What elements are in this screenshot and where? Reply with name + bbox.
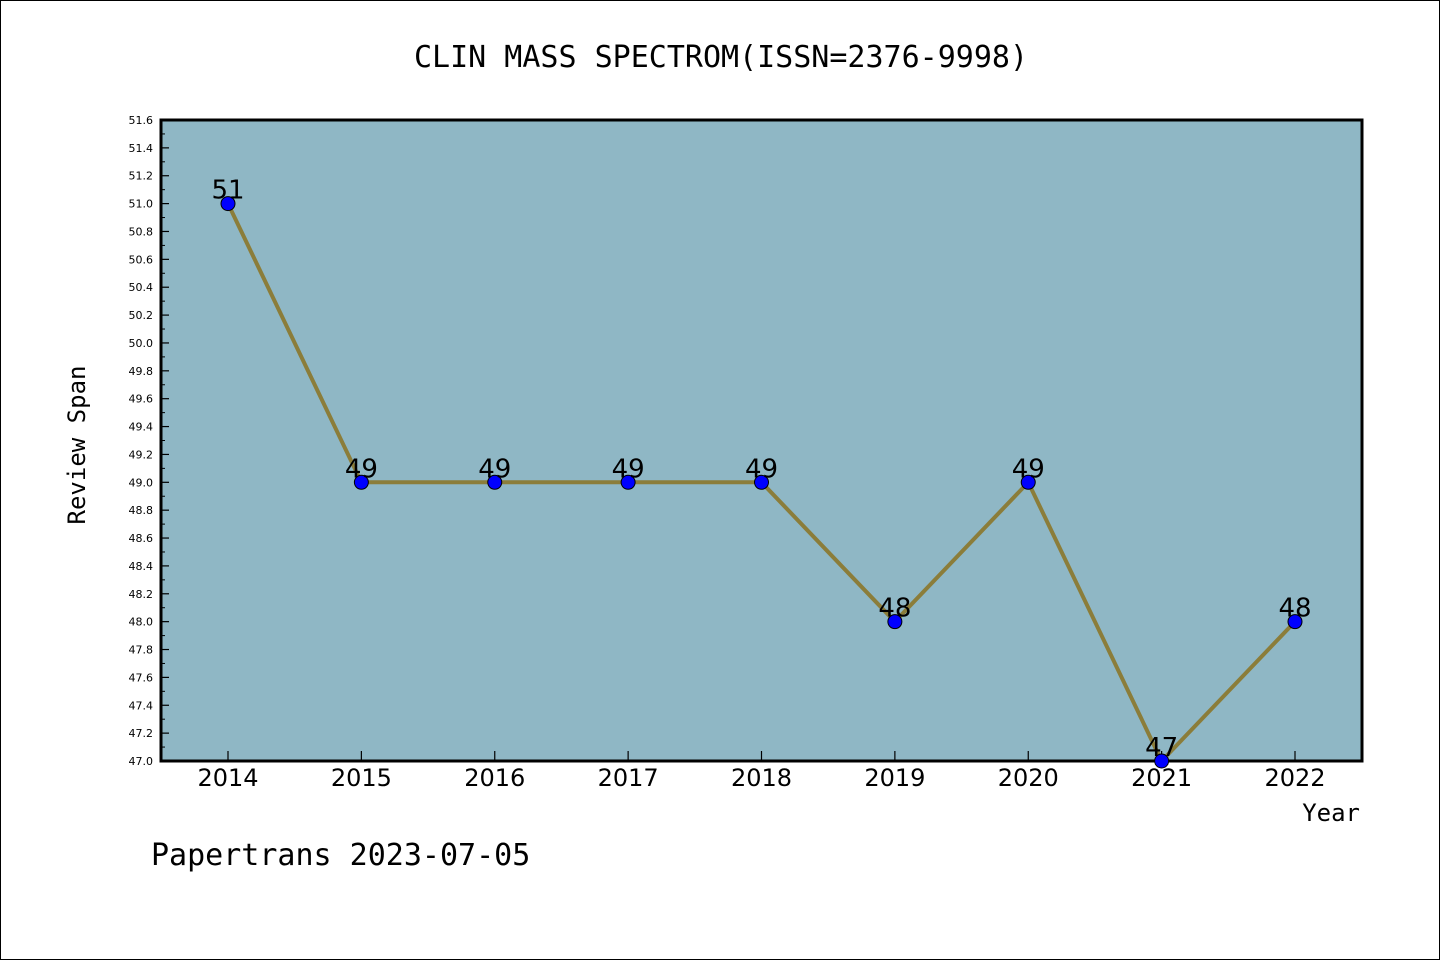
data-label: 49 bbox=[612, 454, 645, 484]
y-axis-label: Review Span bbox=[63, 366, 91, 525]
y-tick-label: 49.8 bbox=[129, 365, 154, 378]
y-tick-label: 51.6 bbox=[129, 114, 154, 127]
y-tick-label: 47.2 bbox=[129, 727, 154, 740]
data-label: 49 bbox=[345, 454, 378, 484]
y-tick-label: 50.8 bbox=[129, 225, 154, 238]
x-tick-label: 2022 bbox=[1264, 764, 1325, 792]
y-tick-label: 51.4 bbox=[129, 142, 154, 155]
data-label: 48 bbox=[878, 594, 911, 624]
data-point bbox=[1287, 614, 1303, 630]
x-axis-label: Year bbox=[1302, 799, 1360, 827]
x-tick-label: 2020 bbox=[998, 764, 1059, 792]
y-tick-label: 47.8 bbox=[129, 644, 154, 657]
x-axis: 2014 2015 2016 2017 2018 2019 2020 2021 2022 bbox=[197, 751, 1326, 792]
y-tick-label: 51.0 bbox=[129, 198, 154, 211]
data-point bbox=[353, 474, 369, 490]
y-tick-label: 50.0 bbox=[129, 337, 154, 350]
x-tick-label: 2015 bbox=[331, 764, 392, 792]
data-label: 49 bbox=[745, 454, 778, 484]
y-tick-label: 49.0 bbox=[129, 476, 154, 489]
x-tick-label: 2014 bbox=[197, 764, 258, 792]
y-tick-label: 48.6 bbox=[129, 532, 154, 545]
data-label: 48 bbox=[1278, 594, 1311, 624]
data-point bbox=[220, 196, 236, 212]
data-label: 49 bbox=[1012, 454, 1045, 484]
y-tick-label: 48.4 bbox=[129, 560, 154, 573]
x-tick-label: 2017 bbox=[598, 764, 659, 792]
chart-title: CLIN MASS SPECTROM(ISSN=2376-9998) bbox=[414, 40, 1028, 75]
y-tick-label: 48.0 bbox=[129, 616, 154, 629]
y-tick-label: 50.6 bbox=[129, 253, 154, 266]
x-tick-label: 2021 bbox=[1131, 764, 1192, 792]
y-tick-label: 50.2 bbox=[129, 309, 154, 322]
y-axis: 47.0 47.2 47.4 47.6 47.8 48.0 48.2 48.4 48.6 48.8… bbox=[129, 114, 169, 768]
y-tick-label: 50.4 bbox=[129, 281, 154, 294]
y-tick-label: 49.2 bbox=[129, 448, 154, 461]
data-point bbox=[754, 474, 769, 490]
y-tick-label: 47.4 bbox=[129, 699, 154, 712]
data-point bbox=[887, 614, 903, 630]
data-point bbox=[487, 474, 503, 490]
data-label: 51 bbox=[211, 176, 244, 206]
data-labels: 51 49 49 49 49 48 49 47 48 bbox=[211, 176, 1311, 763]
plot-area bbox=[159, 118, 1364, 763]
y-tick-label: 48.2 bbox=[129, 588, 154, 601]
x-tick-label: 2018 bbox=[731, 764, 792, 792]
y-tick-label: 47.0 bbox=[129, 755, 154, 768]
data-point bbox=[1154, 753, 1170, 769]
data-label: 49 bbox=[478, 454, 511, 484]
y-tick-label: 51.2 bbox=[129, 170, 154, 183]
data-markers bbox=[220, 196, 1303, 769]
footer-credit: Papertrans 2023-07-05 bbox=[151, 838, 530, 873]
y-tick-label: 47.6 bbox=[129, 671, 154, 684]
data-label: 47 bbox=[1145, 733, 1178, 763]
y-tick-label: 49.4 bbox=[129, 421, 154, 434]
data-point bbox=[1020, 474, 1036, 490]
x-tick-label: 2016 bbox=[464, 764, 525, 792]
x-tick-label: 2019 bbox=[864, 764, 925, 792]
y-tick-label: 49.6 bbox=[129, 393, 154, 406]
data-point bbox=[620, 474, 636, 490]
y-tick-label: 48.8 bbox=[129, 504, 154, 517]
